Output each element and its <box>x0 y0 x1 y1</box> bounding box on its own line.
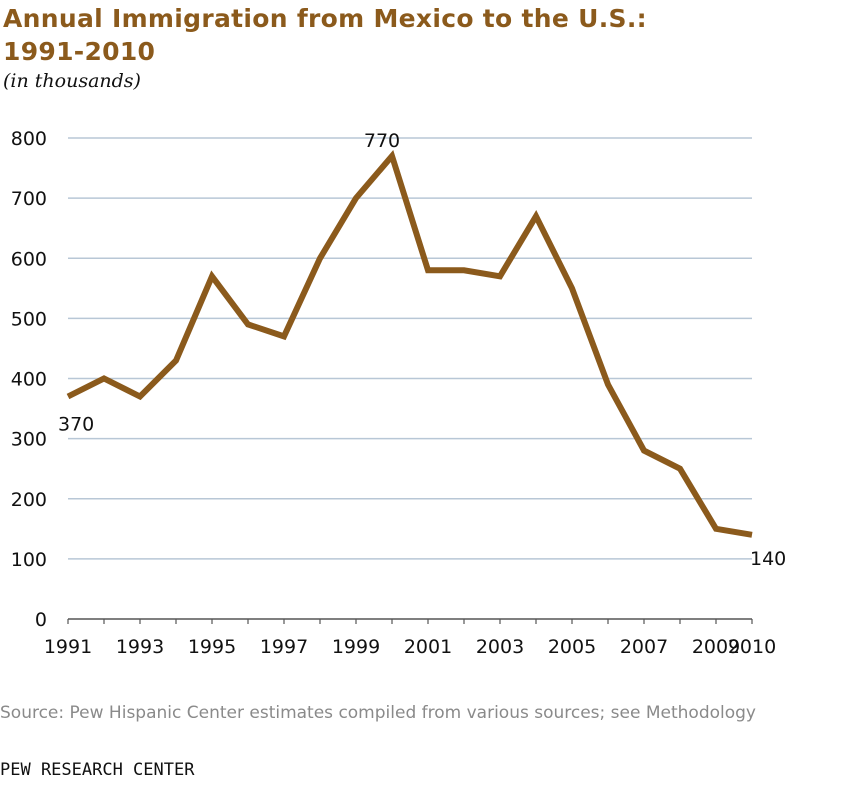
data-point-1995 <box>209 273 215 279</box>
data-point-2003 <box>497 273 503 279</box>
x-tick-label-1991: 1991 <box>44 636 92 658</box>
y-tick-label-300: 300 <box>11 429 47 451</box>
chart-subtitle: (in thousands) <box>3 70 141 92</box>
y-tick-label-100: 100 <box>11 549 47 571</box>
data-point-1996 <box>245 321 251 327</box>
data-point-1993 <box>137 394 143 400</box>
source-note: Source: Pew Hispanic Center estimates co… <box>0 703 756 723</box>
x-tick-label-2010: 2010 <box>728 636 776 658</box>
y-tick-label-500: 500 <box>11 308 47 330</box>
data-point-2002 <box>461 267 467 273</box>
data-point-2009 <box>713 526 719 532</box>
x-tick-label-2007: 2007 <box>620 636 668 658</box>
chart-title: Annual Immigration from Mexico to the U.… <box>3 2 843 68</box>
data-point-2006 <box>605 382 611 388</box>
y-tick-label-700: 700 <box>11 188 47 210</box>
data-point-1998 <box>317 255 323 261</box>
data-point-2007 <box>641 448 647 454</box>
data-label-2000: 770 <box>364 130 400 152</box>
data-point-2001 <box>425 267 431 273</box>
x-tick-label-1997: 1997 <box>260 636 308 658</box>
y-tick-label-800: 800 <box>11 128 47 150</box>
x-tick-label-1999: 1999 <box>332 636 380 658</box>
x-tick-label-2003: 2003 <box>476 636 524 658</box>
x-tick-label-2005: 2005 <box>548 636 596 658</box>
x-tick-label-2009: 2009 <box>692 636 740 658</box>
chart-title-line-2: 1991-2010 <box>3 37 156 66</box>
y-tick-label-600: 600 <box>11 248 47 270</box>
data-point-1992 <box>101 376 107 382</box>
chart-title-line-1: Annual Immigration from Mexico to the U.… <box>3 4 647 33</box>
y-tick-label-400: 400 <box>11 369 47 391</box>
line-chart: 0 100 200 300 400 500 600 700 800 1991 1993 1995 199… <box>11 128 787 658</box>
data-point-1999 <box>353 195 359 201</box>
series-line <box>66 149 753 538</box>
data-point-2000 <box>389 153 395 159</box>
credit-line: PEW RESEARCH CENTER <box>0 760 195 780</box>
data-point-2008 <box>677 466 683 472</box>
data-point-1991 <box>65 394 71 400</box>
data-point-1994 <box>173 357 179 363</box>
y-tick-label-200: 200 <box>11 489 47 511</box>
data-label-2010: 140 <box>750 548 786 570</box>
data-point-2004 <box>533 213 539 219</box>
data-point-1997 <box>281 333 287 339</box>
data-point-2005 <box>569 285 575 291</box>
x-tick-label-1995: 1995 <box>188 636 236 658</box>
x-tick-label-1993: 1993 <box>116 636 164 658</box>
data-label-1991: 370 <box>58 414 94 436</box>
x-tick-label-2001: 2001 <box>404 636 452 658</box>
y-tick-label-0: 0 <box>35 609 47 631</box>
data-point-2010 <box>749 532 755 538</box>
